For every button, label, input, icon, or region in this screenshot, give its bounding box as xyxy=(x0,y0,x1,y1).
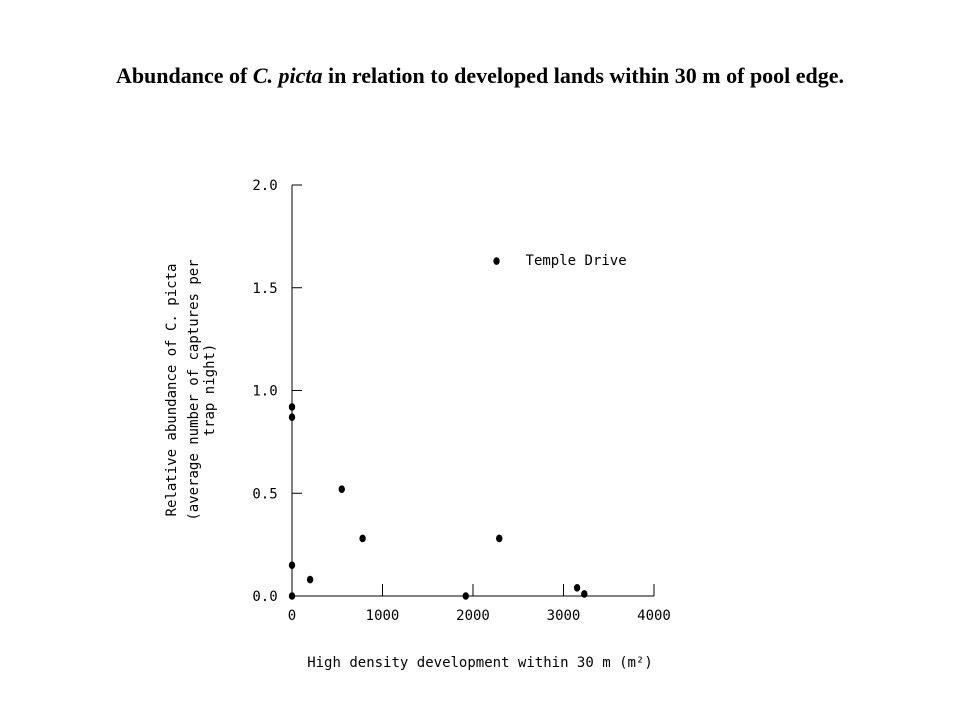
data-point xyxy=(573,583,581,592)
x-axis-label: High density development within 30 m (m²… xyxy=(307,655,653,671)
data-point xyxy=(462,592,469,600)
data-point xyxy=(493,257,500,265)
x-tick-label: 0 xyxy=(288,608,296,624)
y-tick-label: 1.5 xyxy=(252,281,277,297)
x-tick-label: 2000 xyxy=(456,608,490,624)
data-point xyxy=(581,590,588,598)
title-text-2: in relation to developed lands within 30… xyxy=(322,63,845,88)
data-point xyxy=(288,413,296,422)
data-point xyxy=(306,575,314,584)
slide-title: Abundance of C. picta in relation to dev… xyxy=(40,60,920,91)
title-text-1: Abundance of xyxy=(115,63,253,88)
y-axis-label-line3: trap night) xyxy=(202,344,218,437)
y-axis-label-line2: (average number of captures per xyxy=(186,259,202,520)
y-tick-label: 1.0 xyxy=(252,384,277,400)
y-tick-label: 0.5 xyxy=(252,486,277,502)
x-tick-label: 1000 xyxy=(366,608,400,624)
data-point xyxy=(359,534,366,543)
y-tick-label: 2.0 xyxy=(252,178,277,194)
data-point xyxy=(288,592,296,600)
x-tick-label: 3000 xyxy=(547,608,581,624)
data-point xyxy=(496,534,503,543)
title-species-name: C. picta xyxy=(252,63,323,88)
data-point xyxy=(338,485,345,493)
point-annotation: Temple Drive xyxy=(526,253,627,269)
data-point xyxy=(288,561,296,569)
data-points: Temple Drive xyxy=(288,253,627,600)
axes xyxy=(291,185,654,597)
y-axis-label-line1: Relative abundance of C. picta xyxy=(164,264,180,517)
data-point xyxy=(288,403,296,411)
y-tick-label: 0.0 xyxy=(252,589,277,605)
labels: High density development within 30 m (m²… xyxy=(164,259,653,671)
ticks: 0.0 0.5 1.0 1.5 2.0 0 1000 2000 3000 4000 xyxy=(252,178,671,624)
x-tick-label: 4000 xyxy=(637,608,671,624)
